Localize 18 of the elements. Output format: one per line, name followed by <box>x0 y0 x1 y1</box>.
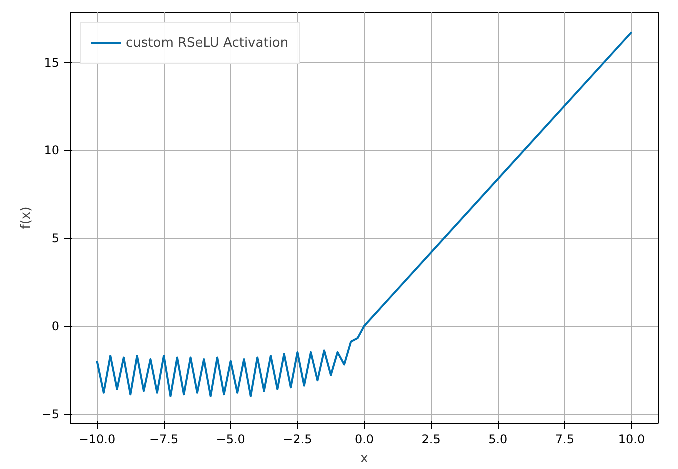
legend-label: custom RSeLU Activation <box>126 36 289 50</box>
x-tick-label: 5.0 <box>488 432 508 446</box>
y-tick-label: 15 <box>44 56 60 70</box>
x-tick-label: 2.5 <box>422 432 441 446</box>
x-tick-label: 10.0 <box>618 432 646 446</box>
x-axis-title: x <box>360 452 369 466</box>
y-tick-label: −5 <box>42 408 60 422</box>
x-tick-label: 0.0 <box>354 432 374 446</box>
y-axis-title: f(x) <box>18 206 34 230</box>
x-tick-label: −7.5 <box>149 432 179 446</box>
x-tick-label: −2.5 <box>283 432 312 446</box>
y-tick-label: 0 <box>52 320 60 334</box>
y-tick-label: 5 <box>52 232 60 246</box>
x-tick-label: 7.5 <box>555 432 575 446</box>
x-tick-label: −5.0 <box>216 432 246 446</box>
y-tick-label: 10 <box>44 144 60 158</box>
x-tick-label: −10.0 <box>78 432 116 446</box>
line-series <box>96 31 633 398</box>
